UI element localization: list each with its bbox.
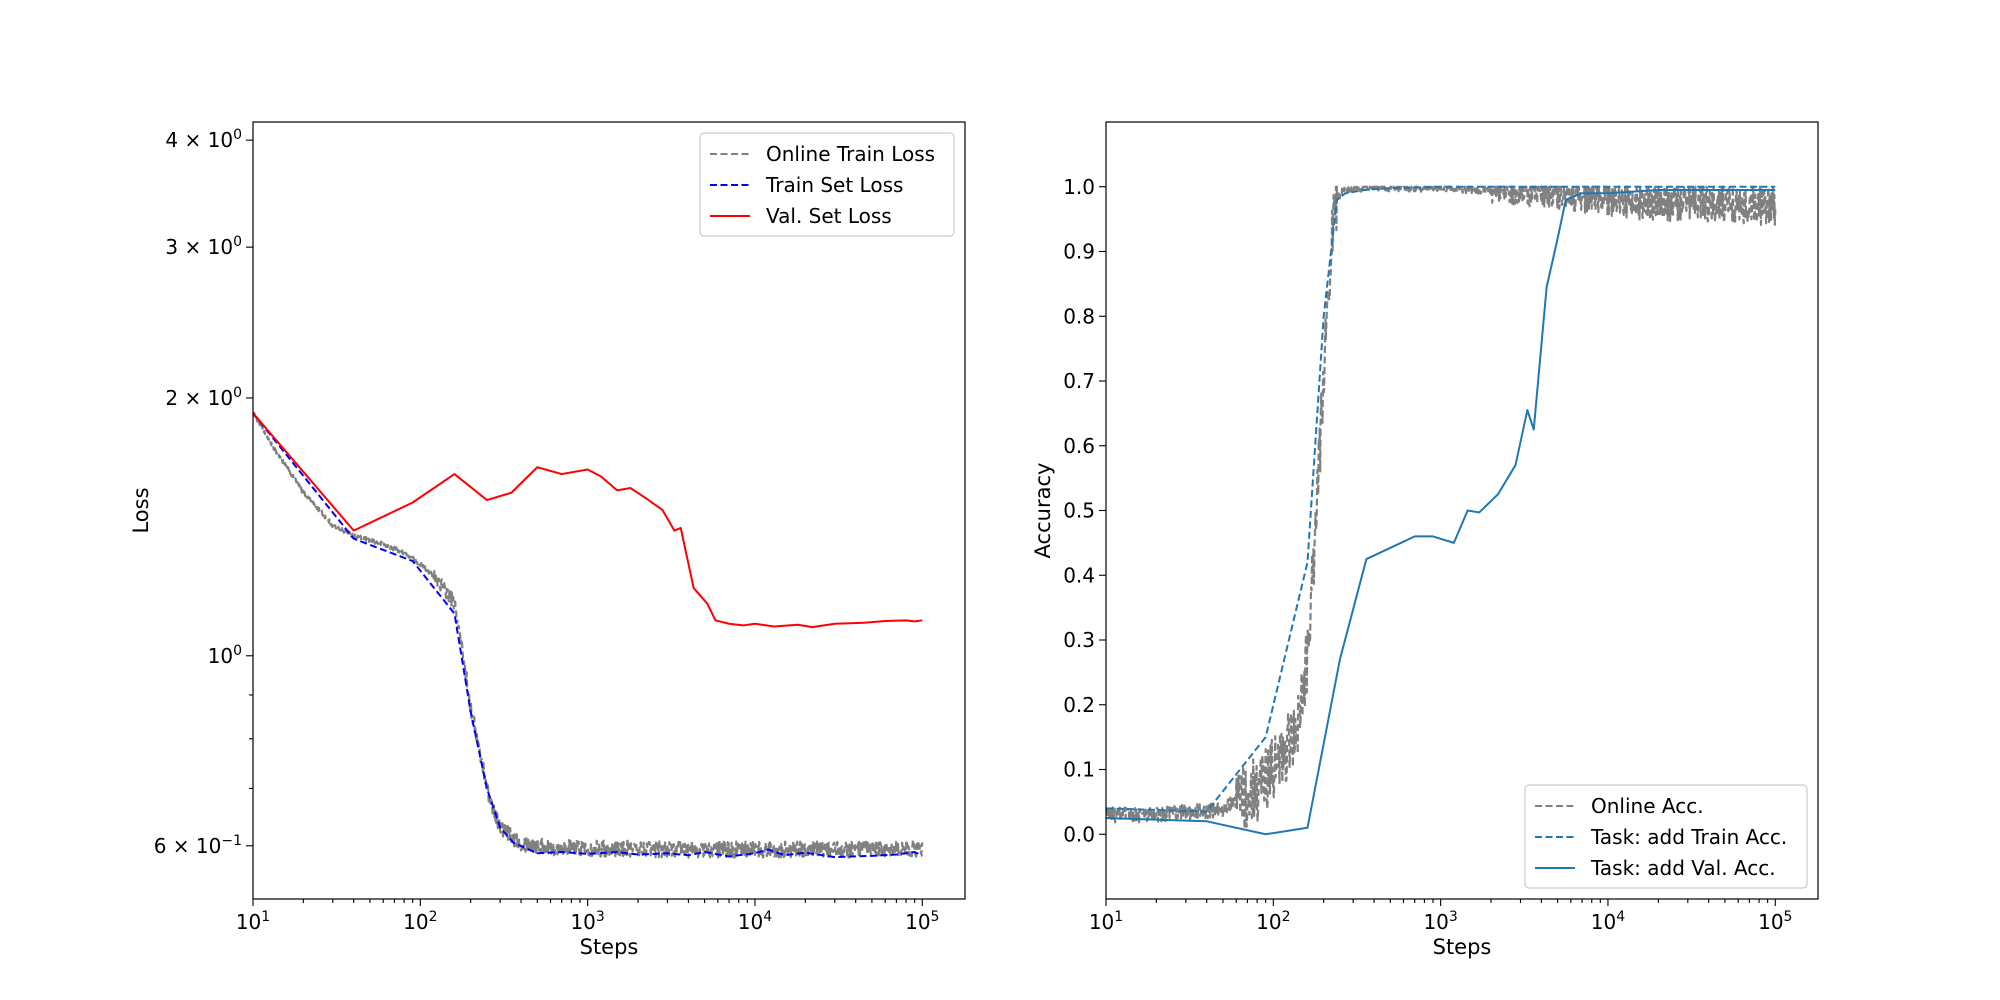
- series-line-val-set-loss: [253, 412, 923, 629]
- x-tick-label: 105: [905, 909, 939, 934]
- x-tick-label: 104: [1591, 909, 1625, 934]
- series-line-train-set-loss: [253, 412, 923, 859]
- x-tick-label: 105: [1758, 909, 1792, 934]
- x-tick-label: 102: [1256, 909, 1290, 934]
- x-tick-label: 101: [1089, 909, 1123, 934]
- plot-frame: [1105, 121, 1819, 900]
- series-line-online-train-loss: [253, 411, 924, 859]
- legend-label: Online Train Loss: [766, 142, 935, 166]
- series-line-task-add-train-acc: [1106, 185, 1776, 813]
- legend: Online Acc. Task: add Train Acc. Task: add…: [1524, 784, 1808, 889]
- y-tick-label: 0.6: [1063, 434, 1095, 458]
- y-tick-label: 4 × 100: [165, 127, 242, 152]
- x-axis-label: Steps: [1433, 935, 1492, 959]
- legend: Online Train Loss Train Set Loss Val. Set …: [699, 132, 955, 237]
- legend-label: Online Acc.: [1591, 794, 1704, 818]
- y-tick-label: 0.0: [1063, 822, 1095, 846]
- y-tick-label: 0.9: [1063, 240, 1095, 264]
- legend-box: [1524, 784, 1808, 889]
- series-line-task-add-val-acc: [1106, 188, 1776, 836]
- x-tick-label: 103: [1423, 909, 1457, 934]
- y-tick-label: 2 × 100: [165, 385, 242, 410]
- y-tick-label: 6 × 10−1: [154, 833, 242, 858]
- y-tick-label: 0.5: [1063, 499, 1095, 523]
- x-tick-label: 103: [570, 909, 604, 934]
- legend-box: [699, 132, 955, 237]
- series-group: [1106, 185, 1777, 836]
- x-tick-label: 102: [403, 909, 437, 934]
- y-axis-label: Accuracy: [1031, 463, 1055, 559]
- chart-panel-1: 101 102 103 104 105 4 × 100 3 × 100 2 × 100 100 6…: [129, 121, 966, 959]
- y-tick-label: 0.2: [1063, 693, 1095, 717]
- plot-frame: [252, 121, 966, 900]
- y-axis-label: Loss: [129, 487, 153, 533]
- x-tick-label: 101: [236, 909, 270, 934]
- legend-label: Val. Set Loss: [766, 204, 892, 228]
- y-tick-label: 3 × 100: [165, 234, 242, 259]
- legend-label: Train Set Loss: [765, 173, 903, 197]
- y-tick-label: 0.7: [1063, 369, 1095, 393]
- series-line-online-acc: [1106, 185, 1777, 830]
- x-axis-label: Steps: [580, 935, 639, 959]
- x-tick-label: 104: [738, 909, 772, 934]
- chart-panel-2: 101 102 103 104 105 0.0 0.1 0.2 0.3 0.4 0.5 0.6 0.7 0…: [1031, 121, 1819, 959]
- series-group: [253, 411, 924, 859]
- legend-label: Task: add Train Acc.: [1590, 825, 1787, 849]
- y-tick-label: 0.8: [1063, 304, 1095, 328]
- legend-label: Task: add Val. Acc.: [1590, 856, 1776, 880]
- y-tick-label: 100: [208, 643, 242, 668]
- y-tick-label: 1.0: [1063, 175, 1095, 199]
- y-tick-label: 0.3: [1063, 628, 1095, 652]
- y-tick-label: 0.1: [1063, 758, 1095, 782]
- y-tick-label: 0.4: [1063, 563, 1095, 587]
